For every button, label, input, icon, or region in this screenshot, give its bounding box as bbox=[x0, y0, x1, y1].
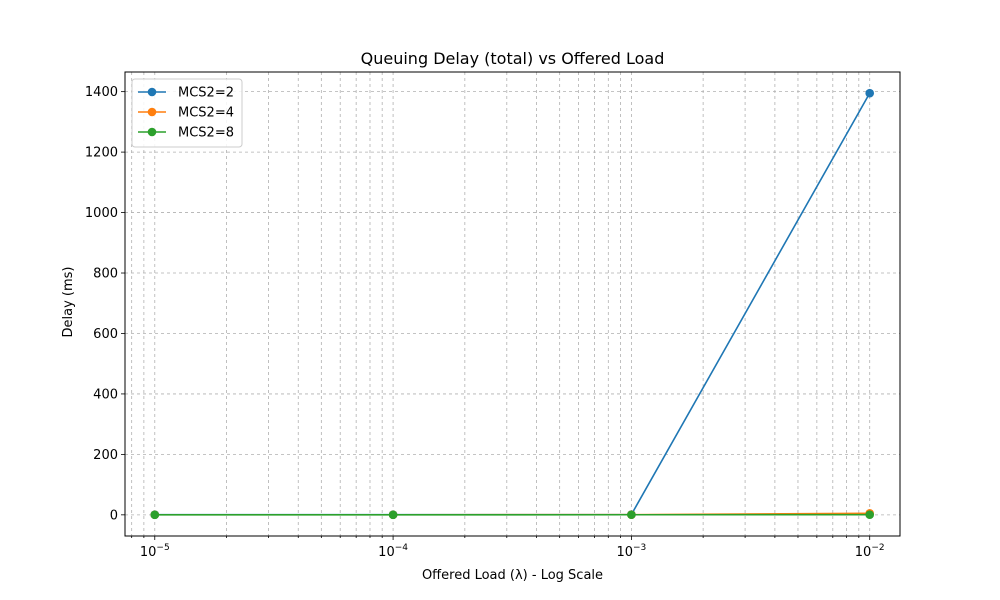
x-axis-label: Offered Load (λ) - Log Scale bbox=[422, 568, 603, 583]
data-point bbox=[865, 88, 875, 98]
x-tick-label: 10−4 bbox=[378, 543, 408, 560]
x-tick-base: 10 bbox=[855, 545, 872, 560]
legend-label: MCS2=8 bbox=[178, 126, 234, 141]
plot-frame bbox=[124, 71, 901, 537]
data-point bbox=[865, 510, 875, 519]
x-tick-label: 10−3 bbox=[616, 543, 646, 560]
legend-label: MCS2=4 bbox=[178, 106, 234, 121]
grid bbox=[125, 72, 900, 536]
y-axis-label: Delay (ms) bbox=[61, 267, 76, 338]
y-tick-label: 1000 bbox=[85, 206, 118, 221]
y-tick-label: 600 bbox=[93, 327, 118, 342]
data-point bbox=[627, 510, 636, 520]
axes: 10−5 10−4 10−3 10−2020040060080010001200140… bbox=[85, 85, 885, 560]
legend-marker bbox=[147, 107, 157, 117]
x-tick-exponent: −2 bbox=[871, 543, 884, 553]
legend-marker bbox=[147, 87, 157, 97]
y-tick-label: 1400 bbox=[85, 85, 118, 100]
chart-title: Queuing Delay (total) vs Offered Load bbox=[361, 49, 665, 68]
x-tick-base: 10 bbox=[140, 545, 157, 560]
x-tick-exponent: −4 bbox=[395, 543, 409, 553]
y-tick-label: 0 bbox=[110, 508, 118, 523]
y-tick-label: 200 bbox=[93, 448, 118, 463]
y-tick-label: 1200 bbox=[85, 146, 118, 161]
series-layer bbox=[150, 88, 875, 520]
y-tick-label: 400 bbox=[93, 387, 118, 402]
legend-label: MCS2=2 bbox=[178, 86, 234, 101]
x-tick-label: 10−5 bbox=[140, 543, 170, 560]
x-tick-base: 10 bbox=[378, 545, 395, 560]
data-point bbox=[150, 510, 160, 520]
legend: MCS2=2 MCS2=4 MCS2=8 bbox=[131, 78, 243, 148]
x-tick-label: 10−2 bbox=[855, 543, 885, 560]
x-tick-exponent: −5 bbox=[156, 543, 169, 553]
data-point bbox=[388, 510, 398, 520]
legend-box bbox=[131, 78, 243, 148]
x-tick-base: 10 bbox=[616, 545, 633, 560]
y-tick-label: 800 bbox=[93, 267, 118, 282]
x-tick-exponent: −3 bbox=[633, 543, 646, 553]
legend-marker bbox=[147, 127, 157, 137]
